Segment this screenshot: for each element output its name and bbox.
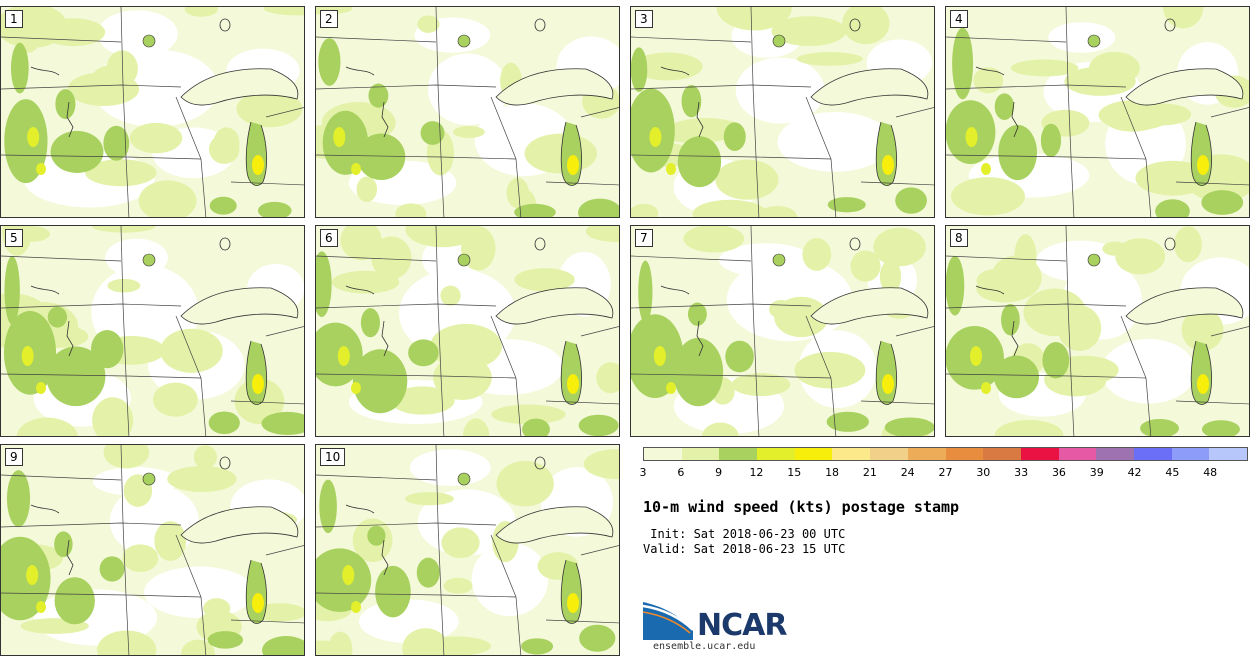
colorbar-segment [1209,448,1247,460]
colorbar-tick-label: 42 [1127,466,1142,479]
colorbar-tick-label: 18 [825,466,840,479]
member-label: 7 [635,229,653,247]
ncar-logo-text: NCAR [697,608,787,643]
colorbar [643,447,1248,461]
wind-map [1,226,304,436]
postage-stamp-5: 5 [0,225,305,437]
colorbar-tick-label: 45 [1165,466,1180,479]
colorbar-tick-label: 9 [715,466,723,479]
colorbar-segment [719,448,758,460]
wind-map [631,7,934,217]
colorbar-segment [1096,448,1134,460]
valid-time: Valid: Sat 2018-06-23 15 UTC [643,542,846,556]
colorbar-segment [832,448,871,460]
colorbar-segment [757,448,795,460]
wind-map [316,7,619,217]
member-label: 2 [320,10,338,28]
member-label: 4 [950,10,968,28]
postage-stamp-2: 2 [315,6,620,218]
colorbar-segment [983,448,1021,460]
member-label: 1 [5,10,23,28]
colorbar-segment [1133,448,1172,460]
wind-map [631,226,934,436]
colorbar-segment [1171,448,1210,460]
colorbar-segment [794,448,833,460]
colorbar-segment [907,448,946,460]
wind-map [316,445,619,655]
member-label: 6 [320,229,338,247]
wind-map [316,226,619,436]
postage-stamp-8: 8 [945,225,1250,437]
colorbar-tick-label: 15 [787,466,802,479]
member-label: 5 [5,229,23,247]
colorbar-tick-label: 27 [938,466,953,479]
postage-stamp-1: 1 [0,6,305,218]
postage-stamp-7: 7 [630,225,935,437]
wind-map [1,445,304,655]
postage-stamp-6: 6 [315,225,620,437]
colorbar-ticks: 3 6 9 12 15 18 21 24 27 30 33 36 39 42 45 48 [639,466,1248,480]
colorbar-tick-label: 33 [1014,466,1029,479]
postage-stamp-4: 4 [945,6,1250,218]
colorbar-segment [870,448,908,460]
member-label: 10 [320,448,346,466]
member-label: 8 [950,229,968,247]
wind-map [1,7,304,217]
colorbar-tick-label: 21 [862,466,877,479]
colorbar-segment [644,448,682,460]
figure-title: 10-m wind speed (kts) postage stamp [643,498,960,516]
postage-stamp-9: 9 [0,444,305,656]
colorbar-tick-label: 30 [976,466,991,479]
init-time: Init: Sat 2018-06-23 00 UTC [643,527,846,541]
postage-stamp-3: 3 [630,6,935,218]
colorbar-segment [1020,448,1059,460]
colorbar-tick-label: 6 [677,466,685,479]
member-label: 3 [635,10,653,28]
member-label: 9 [5,448,23,466]
colorbar-tick-label: 48 [1203,466,1218,479]
colorbar-tick-label: 24 [900,466,915,479]
wind-map [946,226,1249,436]
colorbar-tick-label: 12 [749,466,764,479]
colorbar-tick-label: 3 [639,466,647,479]
colorbar-tick-label: 36 [1051,466,1066,479]
ncar-logo-icon [643,602,694,640]
colorbar-tick-label: 39 [1089,466,1104,479]
colorbar-segment [681,448,720,460]
postage-stamp-10: 10 [315,444,620,656]
colorbar-segment [1058,448,1097,460]
wind-map [946,7,1249,217]
ensemble-url: ensemble.ucar.edu [653,641,756,652]
colorbar-segment [945,448,984,460]
